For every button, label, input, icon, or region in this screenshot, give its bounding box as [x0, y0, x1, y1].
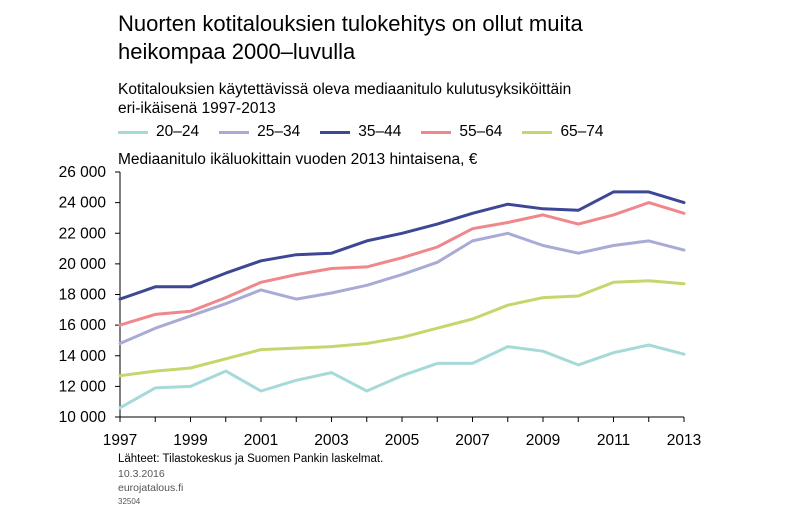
- legend-item: 20–24: [118, 122, 199, 142]
- y-tick-label: 22 000: [59, 225, 107, 242]
- legend-swatch: [522, 130, 553, 134]
- legend-swatch: [219, 130, 250, 134]
- chart-code: 32504: [118, 497, 141, 506]
- x-tick-label: 1997: [103, 432, 137, 449]
- x-tick-label: 2003: [314, 432, 348, 449]
- x-tick-label: 2011: [597, 432, 630, 449]
- chart-subtitle-line-1: Kotitalouksien käytettävissä oleva media…: [118, 81, 572, 98]
- legend-label: 65–74: [560, 123, 604, 140]
- legend-swatch: [421, 130, 452, 134]
- series-line: [118, 231, 686, 345]
- x-tick-label: 2001: [244, 432, 278, 449]
- series-line: [118, 343, 686, 410]
- y-axis-label: Mediaanitulo ikäluokittain vuoden 2013 h…: [118, 151, 478, 168]
- chart-subtitle-line-2: eri-ikäisenä 1997-2013: [118, 100, 276, 117]
- y-tick-label: 18 000: [59, 287, 107, 304]
- y-tick-label: 24 000: [59, 195, 107, 212]
- legend-item: 35–44: [320, 122, 401, 142]
- chart-title-line-1: Nuorten kotitalouksien tulokehitys on ol…: [118, 11, 583, 36]
- legend-swatch: [320, 130, 351, 134]
- legend-label: 20–24: [156, 123, 200, 140]
- series-line: [118, 201, 686, 327]
- y-tick-label: 26 000: [59, 164, 107, 181]
- chart-legend: 20–24 25–34 35–44 55–64 65–74: [118, 122, 624, 142]
- chart-title-line-2: heikompaa 2000–luvulla: [118, 39, 356, 64]
- legend-item: 25–34: [219, 122, 300, 142]
- source-note: Lähteet: Tilastokeskus ja Suomen Pankin …: [118, 453, 384, 465]
- legend-item: 55–64: [421, 122, 502, 142]
- y-tick-label: 14 000: [59, 348, 107, 365]
- series-line: [118, 190, 686, 301]
- y-tick-label: 20 000: [59, 256, 107, 273]
- y-tick-label: 12 000: [59, 378, 107, 395]
- publish-date: 10.3.2016: [118, 468, 165, 480]
- legend-label: 35–44: [358, 123, 402, 140]
- legend-item: 65–74: [522, 122, 604, 142]
- series-line: [118, 279, 686, 378]
- y-tick-label: 10 000: [59, 409, 107, 426]
- chart-subtitle: Kotitalouksien käytettävissä oleva media…: [118, 80, 758, 118]
- site-name: eurojatalous.fi: [118, 482, 184, 494]
- x-tick-label: 1999: [173, 432, 207, 449]
- legend-label: 55–64: [459, 123, 503, 140]
- y-tick-label: 16 000: [59, 317, 107, 334]
- x-tick-label: 2009: [526, 432, 560, 449]
- x-tick-label: 2013: [667, 432, 701, 449]
- x-tick-label: 2007: [455, 432, 489, 449]
- legend-swatch: [118, 130, 148, 134]
- x-tick-label: 2005: [385, 432, 419, 449]
- legend-label: 25–34: [257, 123, 301, 140]
- chart-title: Nuorten kotitalouksien tulokehitys on ol…: [118, 10, 778, 66]
